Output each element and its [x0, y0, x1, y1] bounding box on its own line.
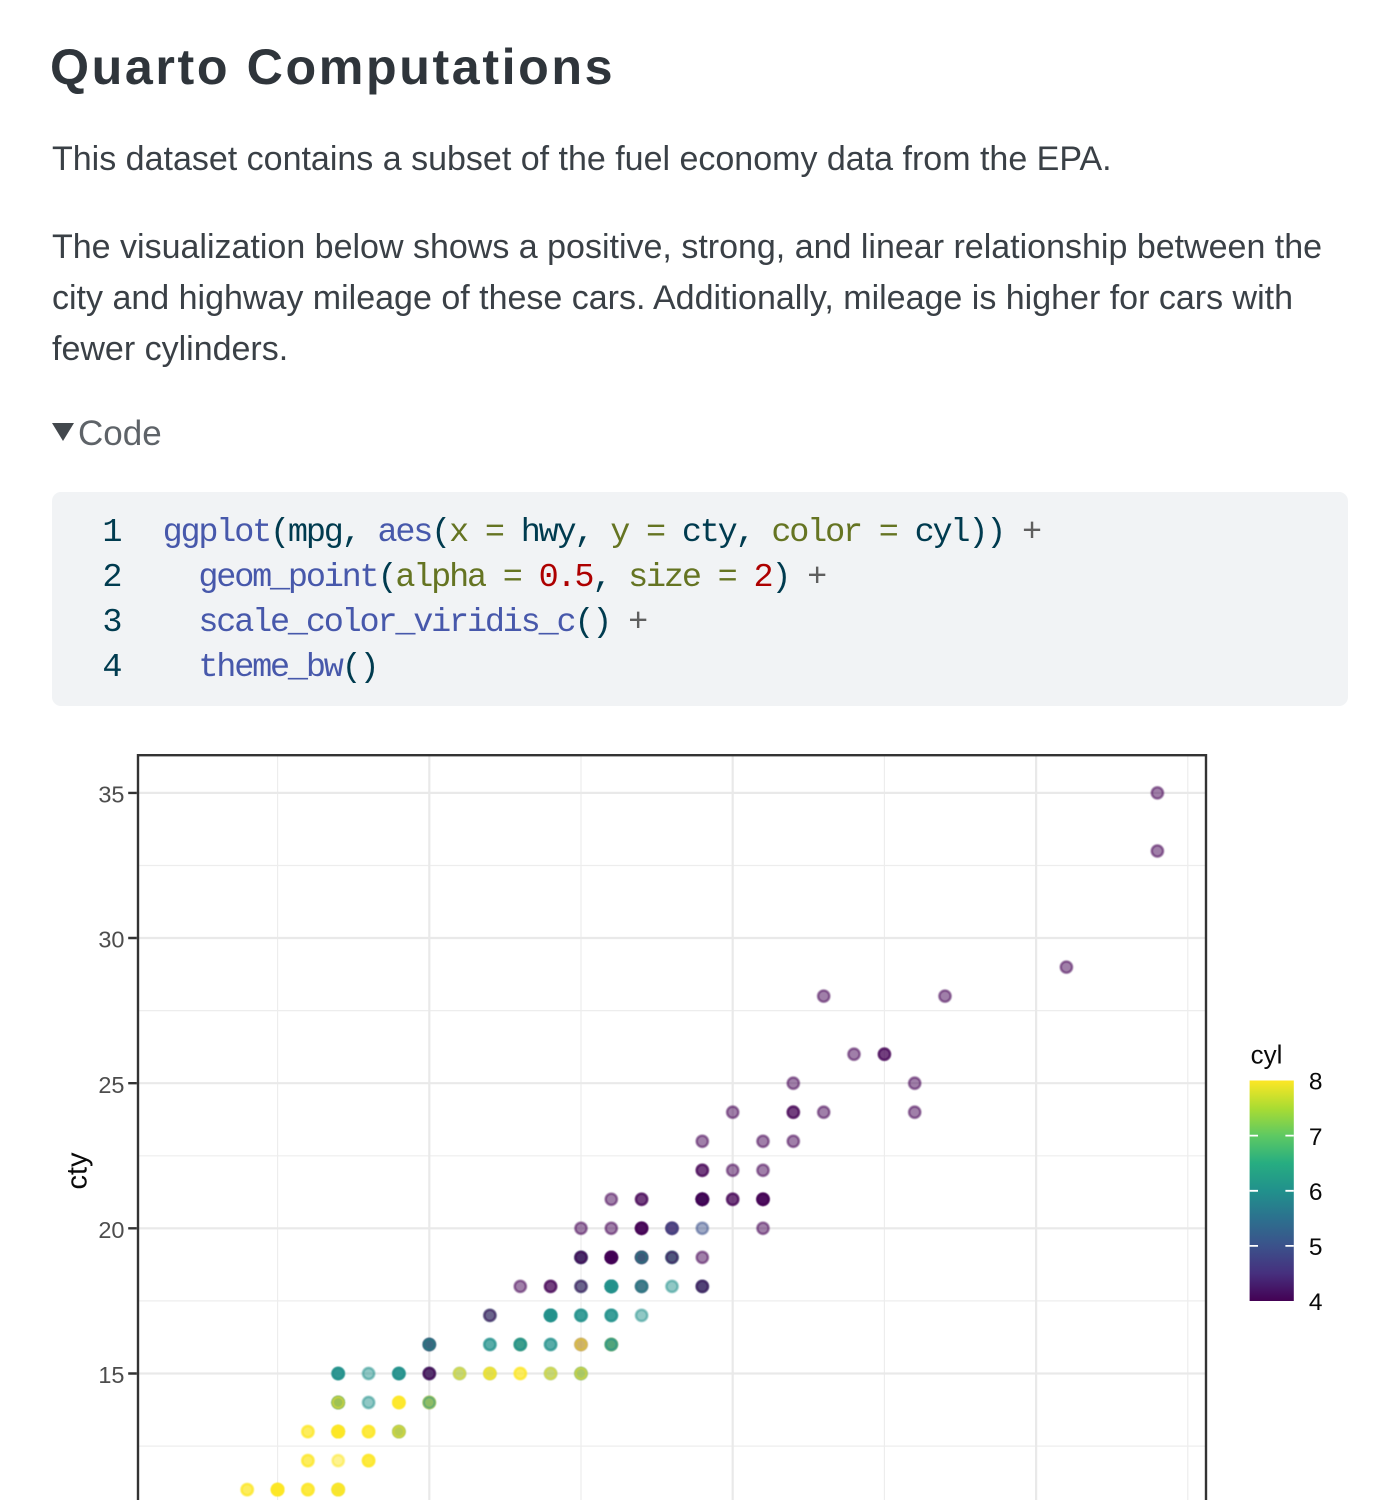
svg-text:cty: cty [62, 1152, 94, 1190]
svg-text:7: 7 [1309, 1124, 1323, 1151]
svg-text:25: 25 [98, 1072, 124, 1098]
svg-text:cyl: cyl [1251, 1040, 1283, 1070]
svg-text:30: 30 [98, 927, 124, 953]
svg-text:20: 20 [98, 1217, 124, 1243]
svg-text:5: 5 [1309, 1234, 1323, 1261]
svg-text:4: 4 [1309, 1289, 1323, 1316]
svg-text:35: 35 [98, 782, 124, 808]
svg-text:6: 6 [1309, 1179, 1323, 1206]
svg-text:15: 15 [98, 1362, 124, 1388]
svg-text:8: 8 [1309, 1069, 1323, 1096]
